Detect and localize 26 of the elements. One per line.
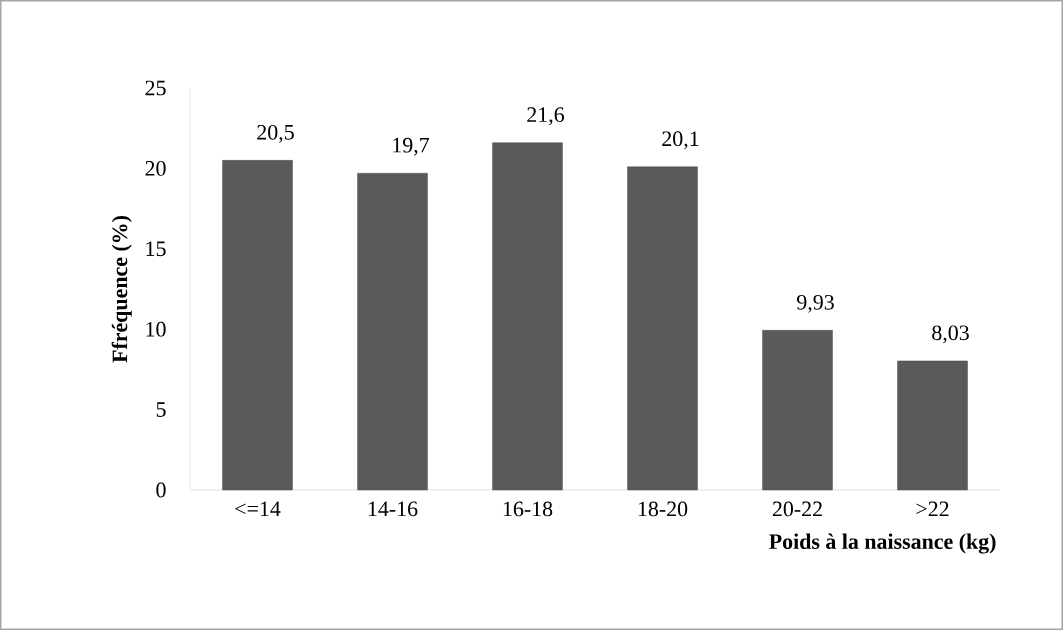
x-axis-title: Poids à la naissance (kg) [769, 533, 996, 554]
y-tick-label: 25 [145, 80, 166, 96]
bar [762, 330, 833, 491]
y-tick-label: 15 [146, 241, 166, 257]
bar [492, 142, 563, 491]
x-tick-label: 20-22 [772, 501, 822, 517]
y-tick-label: 20 [145, 161, 166, 176]
x-tick-label: 14-16 [368, 501, 418, 517]
y-tick-label: 5 [156, 402, 166, 417]
bar [627, 166, 698, 491]
data-label: 19,7 [393, 137, 430, 156]
x-tick-label: >22 [916, 501, 949, 517]
data-label: 9,93 [797, 294, 834, 313]
y-axis-title: Ffréquence (%) [111, 216, 132, 363]
y-tick-label: 10 [146, 321, 166, 337]
data-label: 20,1 [662, 131, 699, 150]
y-tick-label: 0 [156, 482, 166, 498]
x-tick-label: 16-18 [503, 501, 553, 517]
data-label: 20,5 [257, 124, 294, 143]
bar [897, 360, 968, 491]
x-tick-label: <=14 [235, 501, 281, 516]
bar [357, 173, 428, 491]
x-tick-label: 18-20 [638, 501, 688, 517]
bar [222, 160, 293, 491]
data-label: 8,03 [932, 325, 969, 344]
data-label: 21,6 [527, 107, 565, 126]
